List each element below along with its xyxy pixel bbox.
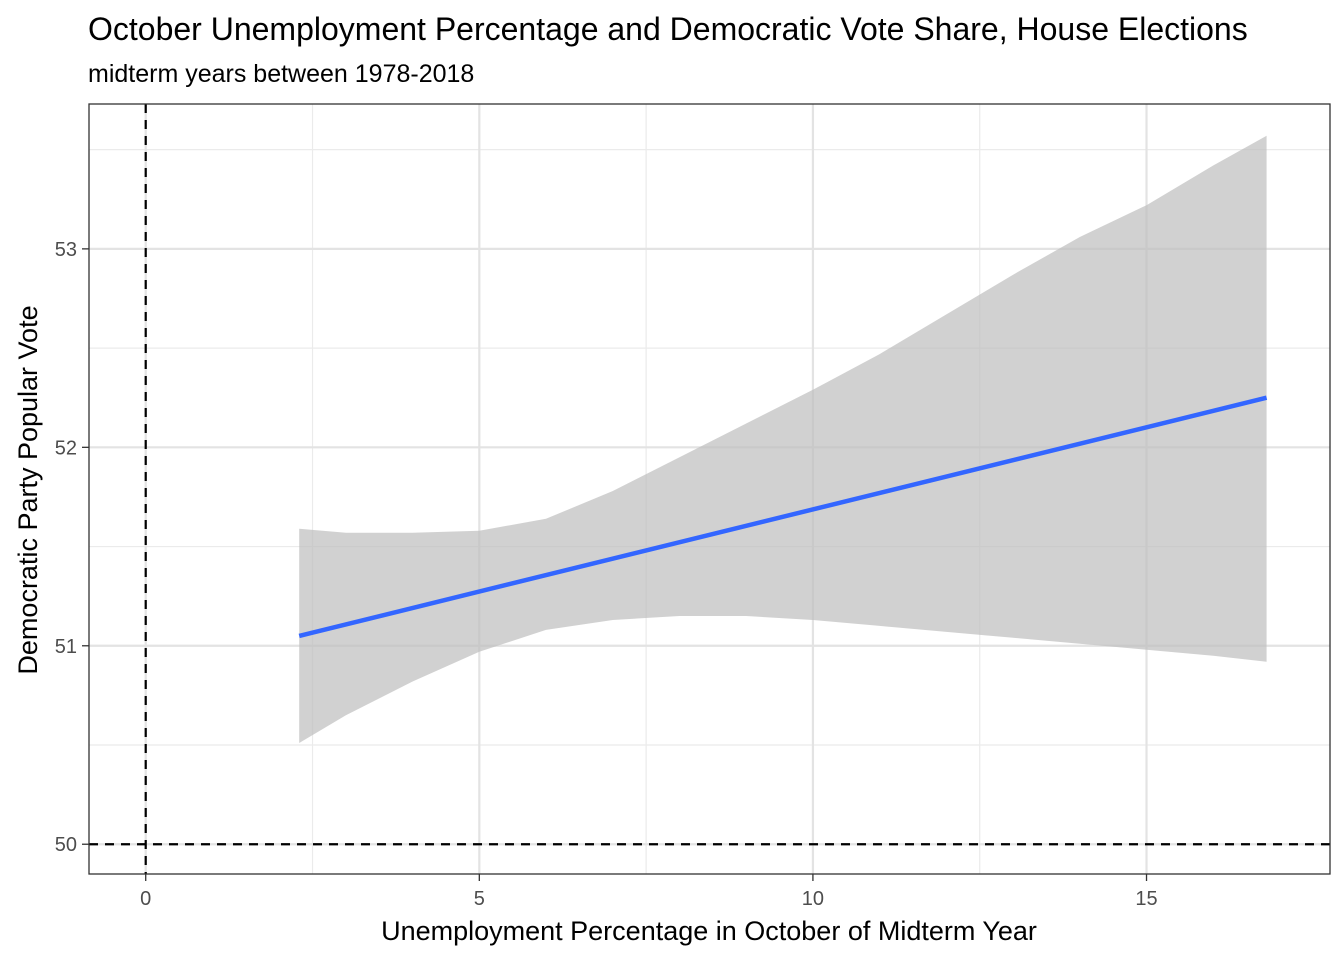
panel-border [88, 103, 1331, 875]
y-tick-label: 52 [55, 437, 77, 459]
confidence-band [299, 135, 1267, 744]
y-tick-label: 53 [55, 239, 77, 261]
x-tick-label: 15 [1135, 888, 1157, 910]
chart-subtitle: midterm years between 1978-2018 [88, 60, 474, 88]
chart-title: October Unemployment Percentage and Demo… [88, 11, 1248, 47]
plot-area: 0 5 10 15 50 51 52 53 [55, 103, 1331, 910]
y-tick-label: 50 [55, 834, 77, 856]
x-axis-title: Unemployment Percentage in October of Mi… [381, 916, 1037, 946]
x-tick-label: 5 [474, 888, 485, 910]
x-tick-label: 10 [802, 888, 824, 910]
y-axis-title: Democratic Party Popular Vote [13, 305, 43, 674]
regression-line [298, 395, 1268, 639]
y-tick-label: 51 [55, 636, 77, 658]
x-tick-label: 0 [140, 888, 151, 910]
